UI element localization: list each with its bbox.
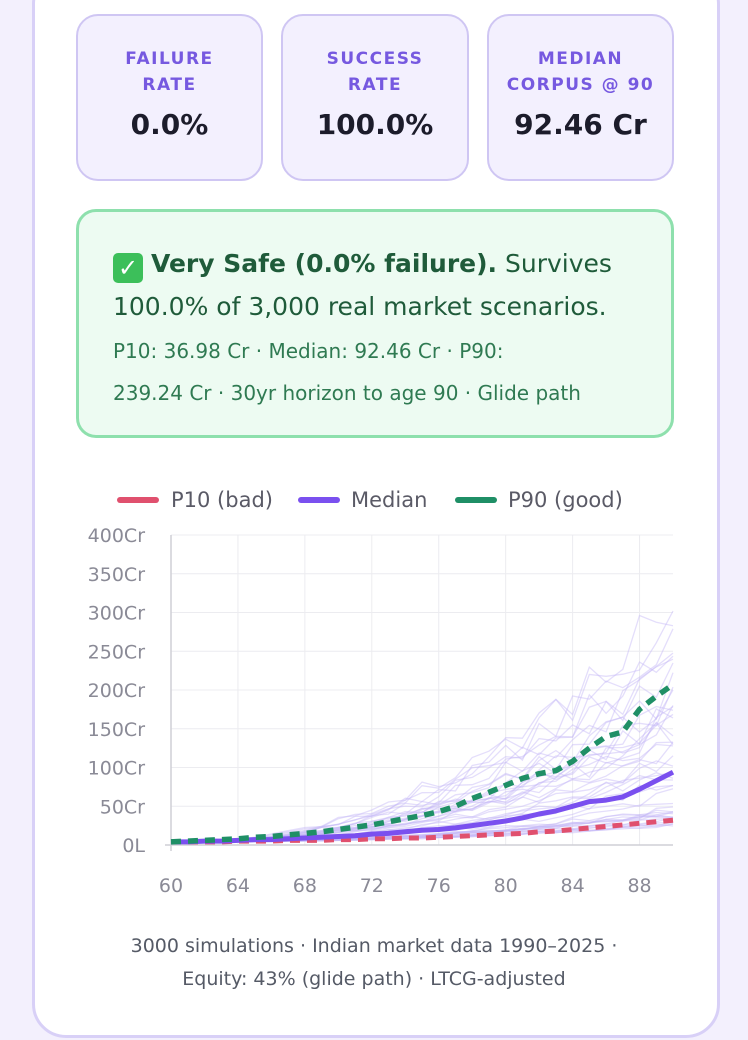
chart-caption: 3000 simulations · Indian market data 19…: [0, 930, 748, 996]
y-tick-label: 400Cr: [88, 525, 146, 547]
verdict-main: ✓ Very Safe (0.0% failure). Survives 100.…: [113, 242, 641, 328]
failure-rate-stat: FAILURE RATE 0.0%: [76, 14, 263, 181]
legend-label-median: Median: [351, 488, 428, 512]
caption-line2: Equity: 43% (glide path) · LTCG-adjusted: [182, 968, 566, 990]
failure-rate-value: 0.0%: [130, 108, 209, 141]
median-corpus-value: 92.46 Cr: [514, 108, 647, 141]
y-tick-label: 350Cr: [88, 564, 146, 586]
legend-swatch-p90: [455, 497, 497, 503]
chart-legend: P10 (bad) Median P90 (good): [0, 484, 748, 516]
y-tick-label: 250Cr: [88, 641, 146, 663]
verdict-details: P10: 36.98 Cr · Median: 92.46 Cr · P90: …: [113, 330, 641, 414]
median-corpus-label-line1: MEDIAN: [537, 49, 624, 69]
success-rate-label-line2: RATE: [347, 75, 403, 95]
corpus-chart: 0L 50Cr 100Cr 150Cr 200Cr 250Cr 300Cr 350Cr 400C…: [88, 525, 675, 897]
median-corpus-label: MEDIAN CORPUS @ 90: [489, 46, 672, 98]
y-tick-label: 50Cr: [100, 796, 145, 818]
x-tick-label: 88: [627, 875, 651, 897]
y-tick-label: 300Cr: [88, 603, 146, 625]
median-line: [171, 769, 675, 845]
failure-rate-label: FAILURE RATE: [125, 49, 214, 95]
x-tick-label: 64: [226, 875, 250, 897]
success-rate-value: 100.0%: [316, 108, 434, 141]
x-tick-label: 72: [360, 875, 384, 897]
success-rate-label-line1: SUCCESS: [326, 49, 424, 69]
legend-swatch-median: [298, 497, 340, 503]
verdict-box: ✓ Very Safe (0.0% failure). Survives 100.…: [76, 209, 674, 438]
p90-line: [170, 682, 675, 845]
simulation-path: [171, 784, 674, 843]
legend-label-p10: P10 (bad): [171, 488, 273, 512]
verdict-details-line1: P10: 36.98 Cr · Median: 92.46 Cr · P90:: [113, 339, 504, 363]
median-corpus-label-line2: CORPUS @ 90: [506, 75, 655, 95]
x-tick-label: 80: [494, 875, 518, 897]
verdict-line1-rest: Survives: [497, 249, 612, 278]
success-rate-label: SUCCESS RATE: [283, 46, 467, 98]
x-tick-label: 60: [159, 875, 183, 897]
y-tick-label: 100Cr: [88, 758, 146, 780]
simulation-path: [171, 784, 674, 843]
success-rate-stat: SUCCESS RATE 100.0%: [281, 14, 469, 181]
verdict-line2: 100.0% of 3,000 real market scenarios.: [113, 292, 607, 321]
median-corpus-stat: MEDIAN CORPUS @ 90 92.46 Cr: [487, 14, 674, 181]
y-tick-label: 0L: [122, 835, 145, 857]
verdict-headline: Very Safe (0.0% failure).: [151, 249, 498, 278]
x-tick-label: 68: [293, 875, 317, 897]
y-tick-label: 150Cr: [88, 719, 146, 741]
y-tick-label: 200Cr: [88, 680, 146, 702]
legend-label-p90: P90 (good): [508, 488, 623, 512]
caption-line1: 3000 simulations · Indian market data 19…: [130, 935, 618, 957]
check-icon: ✓: [113, 253, 143, 283]
legend-swatch-p10: [117, 497, 159, 503]
verdict-details-line2: 239.24 Cr · 30yr horizon to age 90 · Gli…: [113, 381, 581, 405]
x-tick-label: 84: [561, 875, 585, 897]
simulation-path: [170, 655, 674, 843]
x-tick-label: 76: [427, 875, 451, 897]
simulation-path: [170, 658, 674, 843]
